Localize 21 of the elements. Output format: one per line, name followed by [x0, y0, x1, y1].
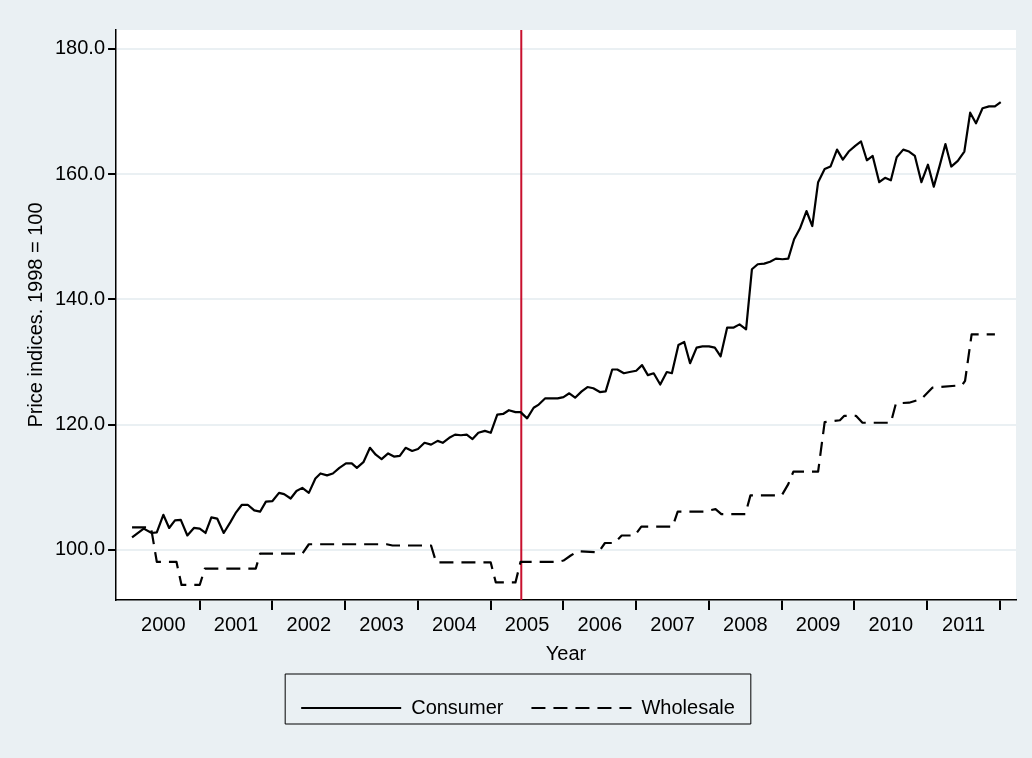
y-axis-title: Price indices. 1998 = 100 — [23, 202, 46, 428]
x-tick-label: 2005 — [504, 612, 550, 635]
x-tick-label: 2002 — [286, 612, 332, 635]
x-tick-label: 2000 — [141, 612, 186, 635]
x-tick-label: 2010 — [868, 612, 914, 635]
x-axis-title: Year — [545, 641, 587, 664]
x-tick-label: 2011 — [942, 612, 986, 635]
x-tick-label: 2007 — [650, 612, 695, 635]
legend-label: Wholesale — [641, 695, 735, 718]
x-tick-label: 2003 — [359, 612, 404, 635]
x-tick-label: 2009 — [795, 612, 841, 635]
x-tick-label: 2008 — [723, 612, 768, 635]
legend-label: Consumer — [411, 695, 504, 718]
x-tick-label: 2001 — [213, 612, 259, 635]
x-tick-label: 2006 — [577, 612, 623, 635]
y-tick-label: 140.0 — [54, 286, 106, 309]
x-tick-label: 2004 — [432, 612, 477, 635]
y-tick-label: 100.0 — [54, 537, 106, 560]
y-tick-label: 160.0 — [54, 161, 106, 184]
y-tick-label: 180.0 — [54, 36, 106, 59]
y-tick-label: 120.0 — [54, 412, 106, 435]
